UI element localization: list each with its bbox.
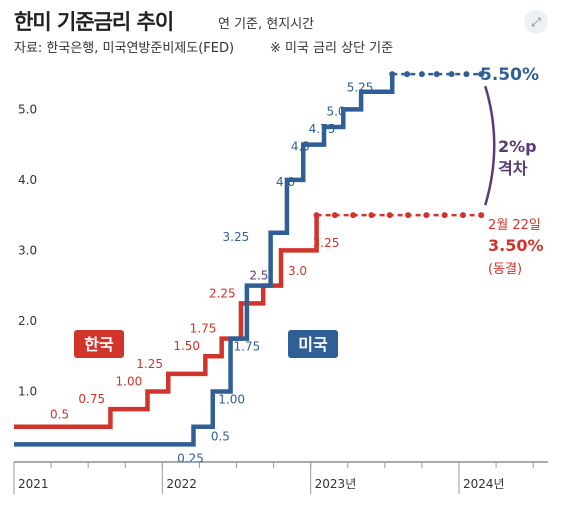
y-tick-label: 1.0 <box>18 384 37 398</box>
korea-hold-dot <box>386 212 393 219</box>
y-tick-label: 4.0 <box>18 173 37 187</box>
legend-us-badge <box>288 330 338 358</box>
us-hold-dot <box>389 71 396 78</box>
us-step-label: 5.25 <box>347 81 374 95</box>
korea-end-status: (동결) <box>488 262 522 277</box>
x-tick-label: 2021 <box>18 477 49 491</box>
x-tick-label: 2024년 <box>463 477 505 491</box>
us-step-label: 0.25 <box>177 451 204 465</box>
korea-step-label: 3.0 <box>288 264 307 278</box>
legend-us-label: 미국 <box>298 335 328 354</box>
korea-hold-dot <box>459 212 466 219</box>
y-tick-label: 2.0 <box>18 314 37 328</box>
zoom-icon[interactable]: ⤢ <box>524 10 548 34</box>
gap-label: 격차 <box>498 159 528 178</box>
korea-hold-dot <box>478 212 485 219</box>
x-tick-label: 2022 <box>166 477 197 491</box>
legend-korea-label: 한국 <box>84 335 114 354</box>
us-hold-dot <box>433 71 440 78</box>
korea-step-label: 3.25 <box>313 236 340 250</box>
korea-step-label: 1.75 <box>190 322 217 336</box>
basis-note: ※ 미국 금리 상단 기준 <box>270 41 394 56</box>
source-note: 자료: 한국은행, 미국연방준비제도(FED) <box>14 41 235 56</box>
korea-hold-dot <box>405 212 412 219</box>
korea-step-label: 1.00 <box>116 374 143 388</box>
korea-hold-dot <box>441 212 448 219</box>
korea-end-date: 2월 22일 <box>488 218 541 233</box>
korea-step-label: 1.25 <box>136 357 163 371</box>
us-hold-dot <box>463 71 470 78</box>
korea-hold-dot <box>331 212 338 219</box>
us-step-label: 0.5 <box>211 430 230 444</box>
y-tick-label: 5.0 <box>18 102 37 116</box>
us-step-label: 3.25 <box>223 230 250 244</box>
korea-hold-dot <box>423 212 430 219</box>
korea-hold-dot <box>350 212 357 219</box>
chart-subtitle: 연 기준, 현지시간 <box>218 17 315 32</box>
gap-bracket <box>484 85 496 206</box>
korea-end-label: 3.50% <box>488 236 544 255</box>
us-step-label: 1.75 <box>234 340 261 354</box>
korea-step-label: 0.5 <box>50 408 69 422</box>
us-step-label: 4.0 <box>276 175 295 189</box>
korea-hold-dot <box>313 212 320 219</box>
korea-step-label: 0.75 <box>78 392 105 406</box>
us-step-label: 5.0 <box>326 104 345 118</box>
korea-step-label: 2.25 <box>209 286 236 300</box>
us-hold-dot <box>418 71 425 78</box>
korea-rate-line <box>14 215 319 429</box>
x-tick-label: 2023년 <box>315 477 357 491</box>
us-rate-line <box>14 74 395 447</box>
chart-title: 한미 기준금리 추이 <box>14 10 174 34</box>
us-hold-dot <box>448 71 455 78</box>
us-step-label: 4.5 <box>291 140 310 154</box>
legend-korea-badge <box>74 330 124 358</box>
us-end-label: 5.50% <box>480 65 539 85</box>
us-step-label: 4.75 <box>309 122 336 136</box>
us-hold-dot <box>404 71 411 78</box>
korea-hold-dot <box>368 212 375 219</box>
y-tick-label: 3.0 <box>18 243 37 257</box>
korea-step-label: 2.5 <box>249 269 268 283</box>
korea-step-label: 1.50 <box>173 339 200 353</box>
us-hold-dot <box>478 71 485 78</box>
gap-label: 2%p <box>498 137 537 156</box>
us-step-label: 1.00 <box>218 392 245 406</box>
